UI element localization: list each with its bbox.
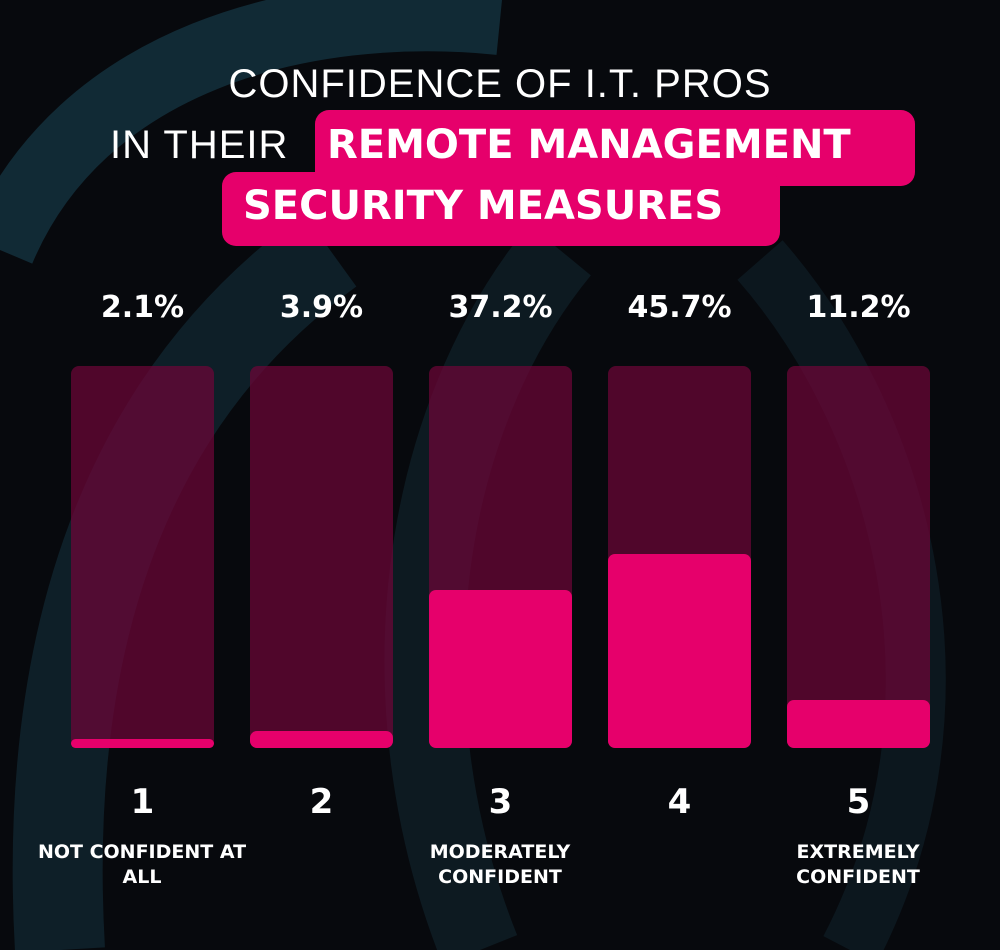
title-line-3-highlight: SECURITY MEASURES: [243, 183, 724, 229]
bar-track: [71, 366, 214, 748]
category-label: 1: [130, 782, 155, 822]
bar: [71, 739, 214, 748]
title-line-2-plain: IN THEIR: [110, 123, 289, 167]
bar: [608, 554, 751, 748]
category-label: 2: [309, 782, 334, 822]
data-label: 37.2%: [448, 290, 553, 325]
bar: [250, 731, 393, 748]
title-highlight-box-2: [222, 172, 780, 246]
bar-track: [787, 366, 930, 748]
bar: [787, 700, 930, 748]
category-description: MODERATELY CONFIDENT: [429, 841, 571, 888]
bar: [429, 590, 572, 748]
title-line-1: CONFIDENCE OF I.T. PROS: [228, 62, 772, 106]
bar-track: [250, 366, 393, 748]
data-label: 11.2%: [806, 290, 911, 325]
category-label: 5: [846, 782, 871, 822]
data-label: 2.1%: [100, 290, 185, 325]
data-label: 3.9%: [279, 290, 364, 325]
category-label: 4: [667, 782, 692, 822]
title-line-2-highlight: REMOTE MANAGEMENT: [327, 122, 851, 168]
category-description: EXTREMELY CONFIDENT: [796, 841, 920, 888]
category-description: NOT CONFIDENT AT ALL: [37, 841, 247, 888]
data-label: 45.7%: [627, 290, 732, 325]
category-label: 3: [488, 782, 513, 822]
